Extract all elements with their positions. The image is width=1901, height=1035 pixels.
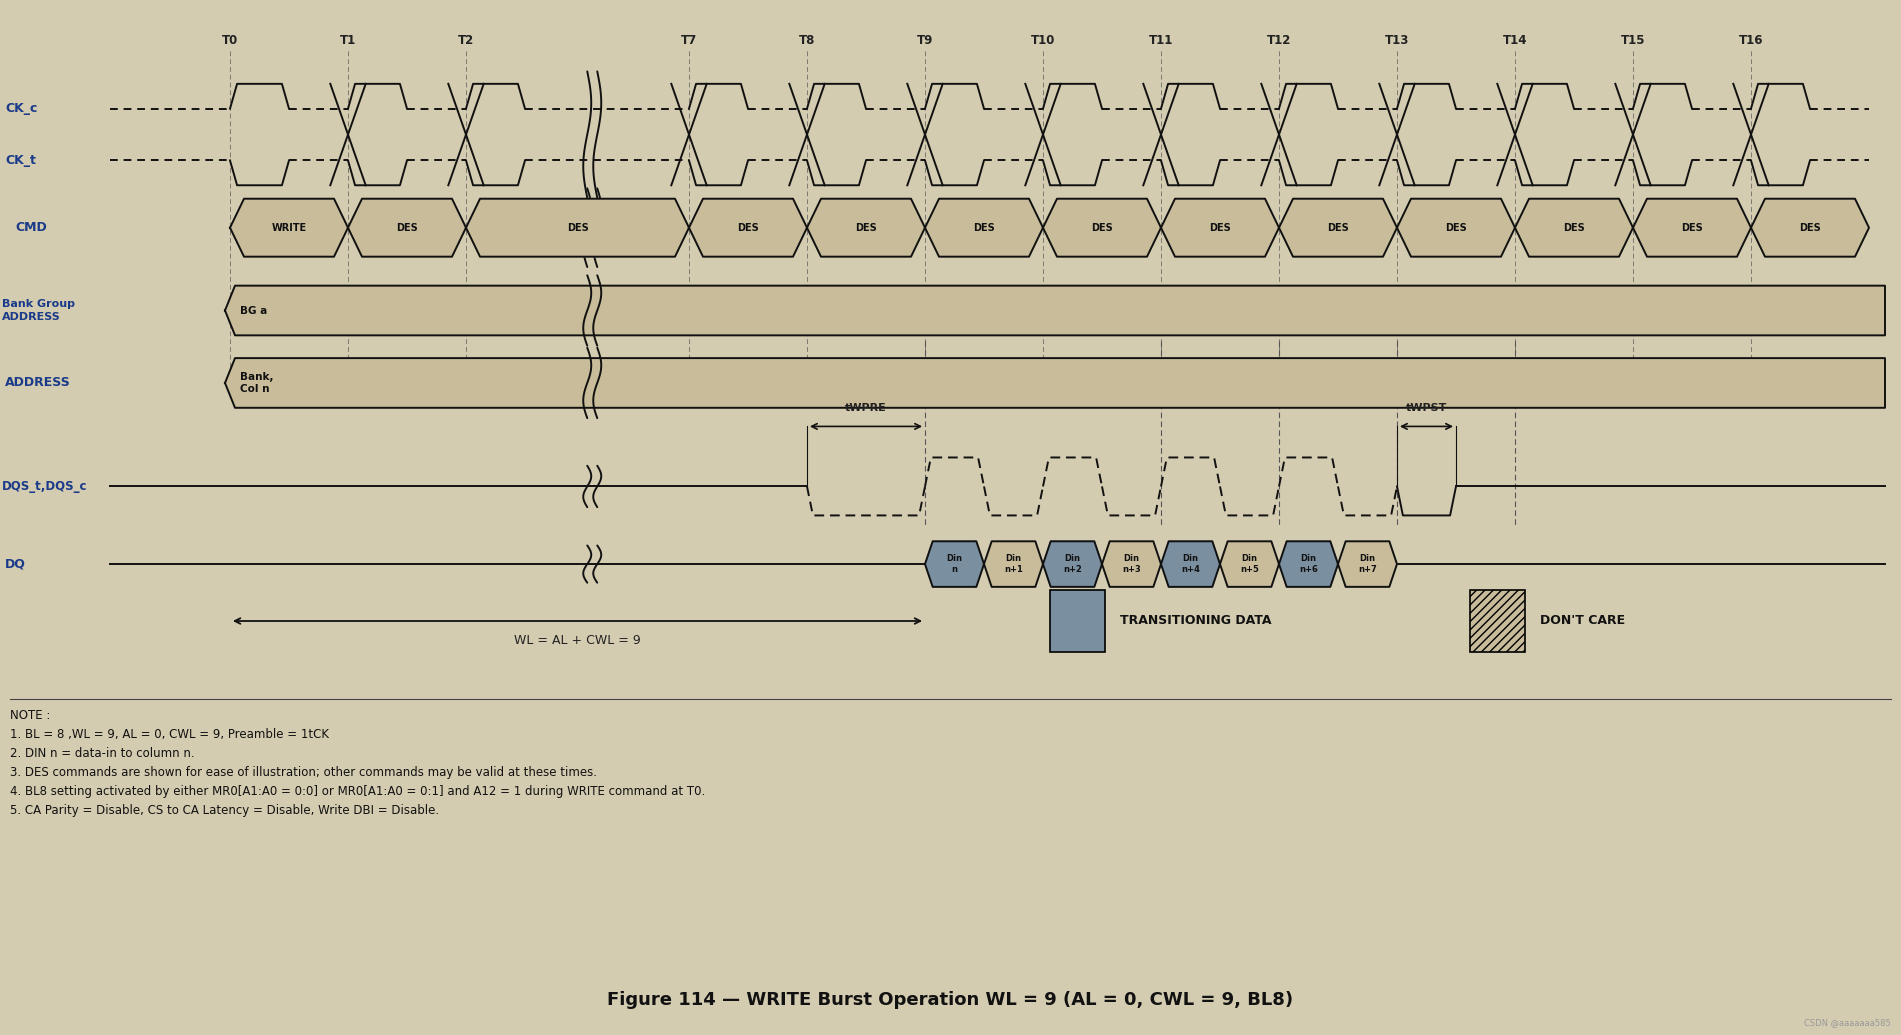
- Text: DES: DES: [395, 223, 418, 233]
- Text: T2: T2: [458, 33, 473, 47]
- Polygon shape: [1751, 199, 1869, 257]
- Text: tWPRE: tWPRE: [846, 403, 888, 413]
- Text: DES: DES: [1563, 223, 1585, 233]
- Text: DES: DES: [1798, 223, 1821, 233]
- Text: Figure 114 — WRITE Burst Operation WL = 9 (AL = 0, CWL = 9, BL8): Figure 114 — WRITE Burst Operation WL = …: [608, 992, 1293, 1009]
- Text: T13: T13: [1384, 33, 1409, 47]
- Text: DES: DES: [855, 223, 876, 233]
- Polygon shape: [230, 199, 348, 257]
- Polygon shape: [1633, 199, 1751, 257]
- Text: WL = AL + CWL = 9: WL = AL + CWL = 9: [513, 634, 641, 648]
- Text: DES: DES: [1327, 223, 1350, 233]
- Text: Din
n+4: Din n+4: [1181, 555, 1200, 573]
- Text: BG a: BG a: [240, 305, 268, 316]
- Text: DON'T CARE: DON'T CARE: [1540, 615, 1625, 627]
- Text: T8: T8: [798, 33, 816, 47]
- Polygon shape: [985, 541, 1044, 587]
- Text: DES: DES: [973, 223, 994, 233]
- Text: DES: DES: [1680, 223, 1703, 233]
- Polygon shape: [1515, 199, 1633, 257]
- Text: DES: DES: [1209, 223, 1230, 233]
- Text: Din
n+6: Din n+6: [1298, 555, 1317, 573]
- Polygon shape: [1162, 199, 1279, 257]
- Polygon shape: [1044, 541, 1103, 587]
- Text: NOTE :
1. BL = 8 ,WL = 9, AL = 0, CWL = 9, Preamble = 1tCK
2. DIN n = data-in to: NOTE : 1. BL = 8 ,WL = 9, AL = 0, CWL = …: [10, 709, 705, 817]
- Polygon shape: [348, 199, 466, 257]
- Text: WRITE: WRITE: [272, 223, 306, 233]
- Text: T15: T15: [1622, 33, 1644, 47]
- Text: CMD: CMD: [15, 221, 48, 234]
- Text: DES: DES: [738, 223, 758, 233]
- Bar: [1049, 590, 1104, 652]
- Text: tWPST: tWPST: [1407, 403, 1447, 413]
- Text: Din
n: Din n: [947, 555, 962, 573]
- Polygon shape: [926, 199, 1044, 257]
- Text: T14: T14: [1504, 33, 1527, 47]
- Text: Din
n+2: Din n+2: [1063, 555, 1082, 573]
- Text: CK_t: CK_t: [6, 154, 36, 167]
- Text: T10: T10: [1030, 33, 1055, 47]
- Text: Din
n+5: Din n+5: [1239, 555, 1258, 573]
- Polygon shape: [808, 199, 926, 257]
- Text: T11: T11: [1148, 33, 1173, 47]
- Polygon shape: [1044, 199, 1162, 257]
- Text: Bank,
Col n: Bank, Col n: [240, 373, 274, 393]
- Text: DES: DES: [1091, 223, 1112, 233]
- Polygon shape: [224, 286, 1886, 335]
- Text: TRANSITIONING DATA: TRANSITIONING DATA: [1120, 615, 1272, 627]
- Polygon shape: [688, 199, 808, 257]
- Polygon shape: [1397, 199, 1515, 257]
- Text: T1: T1: [340, 33, 355, 47]
- Text: DQS_t,DQS_c: DQS_t,DQS_c: [2, 480, 87, 493]
- Text: Bank Group
ADDRESS: Bank Group ADDRESS: [2, 299, 74, 322]
- Polygon shape: [926, 541, 985, 587]
- Text: T16: T16: [1739, 33, 1764, 47]
- Polygon shape: [1103, 541, 1162, 587]
- Text: Din
n+3: Din n+3: [1122, 555, 1141, 573]
- Text: T0: T0: [222, 33, 238, 47]
- Polygon shape: [1162, 541, 1220, 587]
- Polygon shape: [1220, 541, 1279, 587]
- Text: DES: DES: [1445, 223, 1468, 233]
- Text: T7: T7: [681, 33, 698, 47]
- Text: Din
n+1: Din n+1: [1004, 555, 1023, 573]
- Text: T9: T9: [916, 33, 933, 47]
- Bar: [1469, 590, 1525, 652]
- Text: CK_c: CK_c: [6, 102, 38, 115]
- Polygon shape: [466, 199, 688, 257]
- Text: T12: T12: [1266, 33, 1291, 47]
- Polygon shape: [1279, 541, 1338, 587]
- Text: Din
n+7: Din n+7: [1357, 555, 1376, 573]
- Text: ADDRESS: ADDRESS: [6, 377, 70, 389]
- Text: DES: DES: [566, 223, 589, 233]
- Text: CSDN @aaaaaaa585: CSDN @aaaaaaa585: [1804, 1017, 1891, 1027]
- Polygon shape: [1338, 541, 1397, 587]
- Polygon shape: [224, 358, 1886, 408]
- Text: DQ: DQ: [6, 558, 27, 570]
- Polygon shape: [1279, 199, 1397, 257]
